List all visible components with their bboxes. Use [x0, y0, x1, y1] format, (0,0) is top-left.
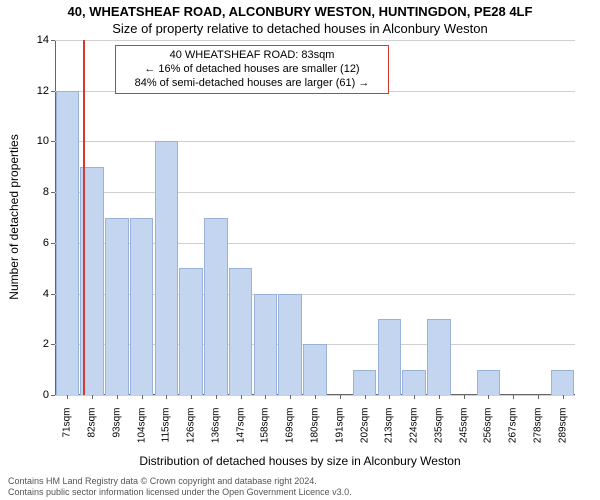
x-tick-label: 256sqm [483, 408, 494, 458]
x-tick-label: 93sqm [111, 408, 122, 458]
y-tick [51, 395, 55, 396]
info-box-line2: ← 16% of detached houses are smaller (12… [122, 63, 382, 77]
x-tick [290, 395, 291, 399]
y-tick-label: 4 [29, 288, 49, 300]
y-tick [51, 344, 55, 345]
bar [427, 319, 451, 395]
bar [551, 370, 575, 395]
x-tick-label: 180sqm [310, 408, 321, 458]
bar [303, 344, 327, 395]
x-tick [216, 395, 217, 399]
chart-container: 40, WHEATSHEAF ROAD, ALCONBURY WESTON, H… [0, 0, 600, 500]
chart-title-line1: 40, WHEATSHEAF ROAD, ALCONBURY WESTON, H… [0, 4, 600, 19]
bar [56, 91, 80, 395]
x-tick-label: 191sqm [334, 408, 345, 458]
info-box-line1: 40 WHEATSHEAF ROAD: 83sqm [122, 49, 382, 63]
x-tick-label: 289sqm [557, 408, 568, 458]
x-tick-label: 126sqm [186, 408, 197, 458]
x-tick-label: 136sqm [210, 408, 221, 458]
bar [229, 268, 253, 395]
bar [105, 218, 129, 396]
bar [353, 370, 377, 395]
x-tick [340, 395, 341, 399]
info-box-line3: 84% of semi-detached houses are larger (… [122, 77, 382, 91]
x-tick-label: 82sqm [87, 408, 98, 458]
x-tick [92, 395, 93, 399]
x-tick-label: 147sqm [235, 408, 246, 458]
x-tick-label: 278sqm [532, 408, 543, 458]
y-tick-label: 8 [29, 186, 49, 198]
y-tick [51, 192, 55, 193]
y-axis-label: Number of detached properties [7, 134, 21, 299]
y-tick-label: 10 [29, 135, 49, 147]
reference-marker-line [83, 40, 85, 395]
x-tick [563, 395, 564, 399]
x-tick [488, 395, 489, 399]
x-tick [117, 395, 118, 399]
chart-title-line2: Size of property relative to detached ho… [0, 21, 600, 36]
x-tick [166, 395, 167, 399]
x-tick-label: 158sqm [260, 408, 271, 458]
y-tick [51, 294, 55, 295]
bar [477, 370, 501, 395]
bar [254, 294, 278, 395]
x-tick [389, 395, 390, 399]
bar [204, 218, 228, 396]
x-tick [513, 395, 514, 399]
y-gridline [55, 141, 575, 142]
x-tick [142, 395, 143, 399]
x-tick-label: 169sqm [285, 408, 296, 458]
x-tick [265, 395, 266, 399]
y-tick-label: 0 [29, 389, 49, 401]
plot-area: 40 WHEATSHEAF ROAD: 83sqm← 16% of detach… [55, 40, 575, 395]
x-tick-label: 202sqm [359, 408, 370, 458]
info-box: 40 WHEATSHEAF ROAD: 83sqm← 16% of detach… [115, 45, 389, 94]
x-tick-label: 224sqm [409, 408, 420, 458]
bar [155, 141, 179, 395]
x-tick-label: 115sqm [161, 408, 172, 458]
y-tick [51, 243, 55, 244]
bar [278, 294, 302, 395]
x-tick [315, 395, 316, 399]
y-gridline [55, 192, 575, 193]
x-tick [191, 395, 192, 399]
x-tick [439, 395, 440, 399]
x-tick-label: 267sqm [508, 408, 519, 458]
x-tick-label: 213sqm [384, 408, 395, 458]
x-tick [365, 395, 366, 399]
x-tick [538, 395, 539, 399]
x-tick [67, 395, 68, 399]
bar [179, 268, 203, 395]
x-tick [414, 395, 415, 399]
bar [378, 319, 402, 395]
y-tick-label: 14 [29, 34, 49, 46]
credits: Contains HM Land Registry data © Crown c… [8, 476, 352, 498]
y-tick [51, 40, 55, 41]
x-tick-label: 71sqm [62, 408, 73, 458]
x-tick-label: 235sqm [433, 408, 444, 458]
credits-line1: Contains HM Land Registry data © Crown c… [8, 476, 352, 487]
y-tick-label: 6 [29, 237, 49, 249]
y-gridline [55, 40, 575, 41]
bar [130, 218, 154, 396]
credits-line2: Contains public sector information licen… [8, 487, 352, 498]
x-tick [241, 395, 242, 399]
y-tick-label: 12 [29, 85, 49, 97]
y-tick [51, 91, 55, 92]
bar [402, 370, 426, 395]
x-tick-label: 245sqm [458, 408, 469, 458]
x-tick [464, 395, 465, 399]
y-tick [51, 141, 55, 142]
x-tick-label: 104sqm [136, 408, 147, 458]
y-tick-label: 2 [29, 338, 49, 350]
